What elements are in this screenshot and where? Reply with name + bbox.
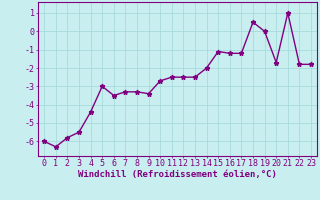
X-axis label: Windchill (Refroidissement éolien,°C): Windchill (Refroidissement éolien,°C) (78, 170, 277, 179)
